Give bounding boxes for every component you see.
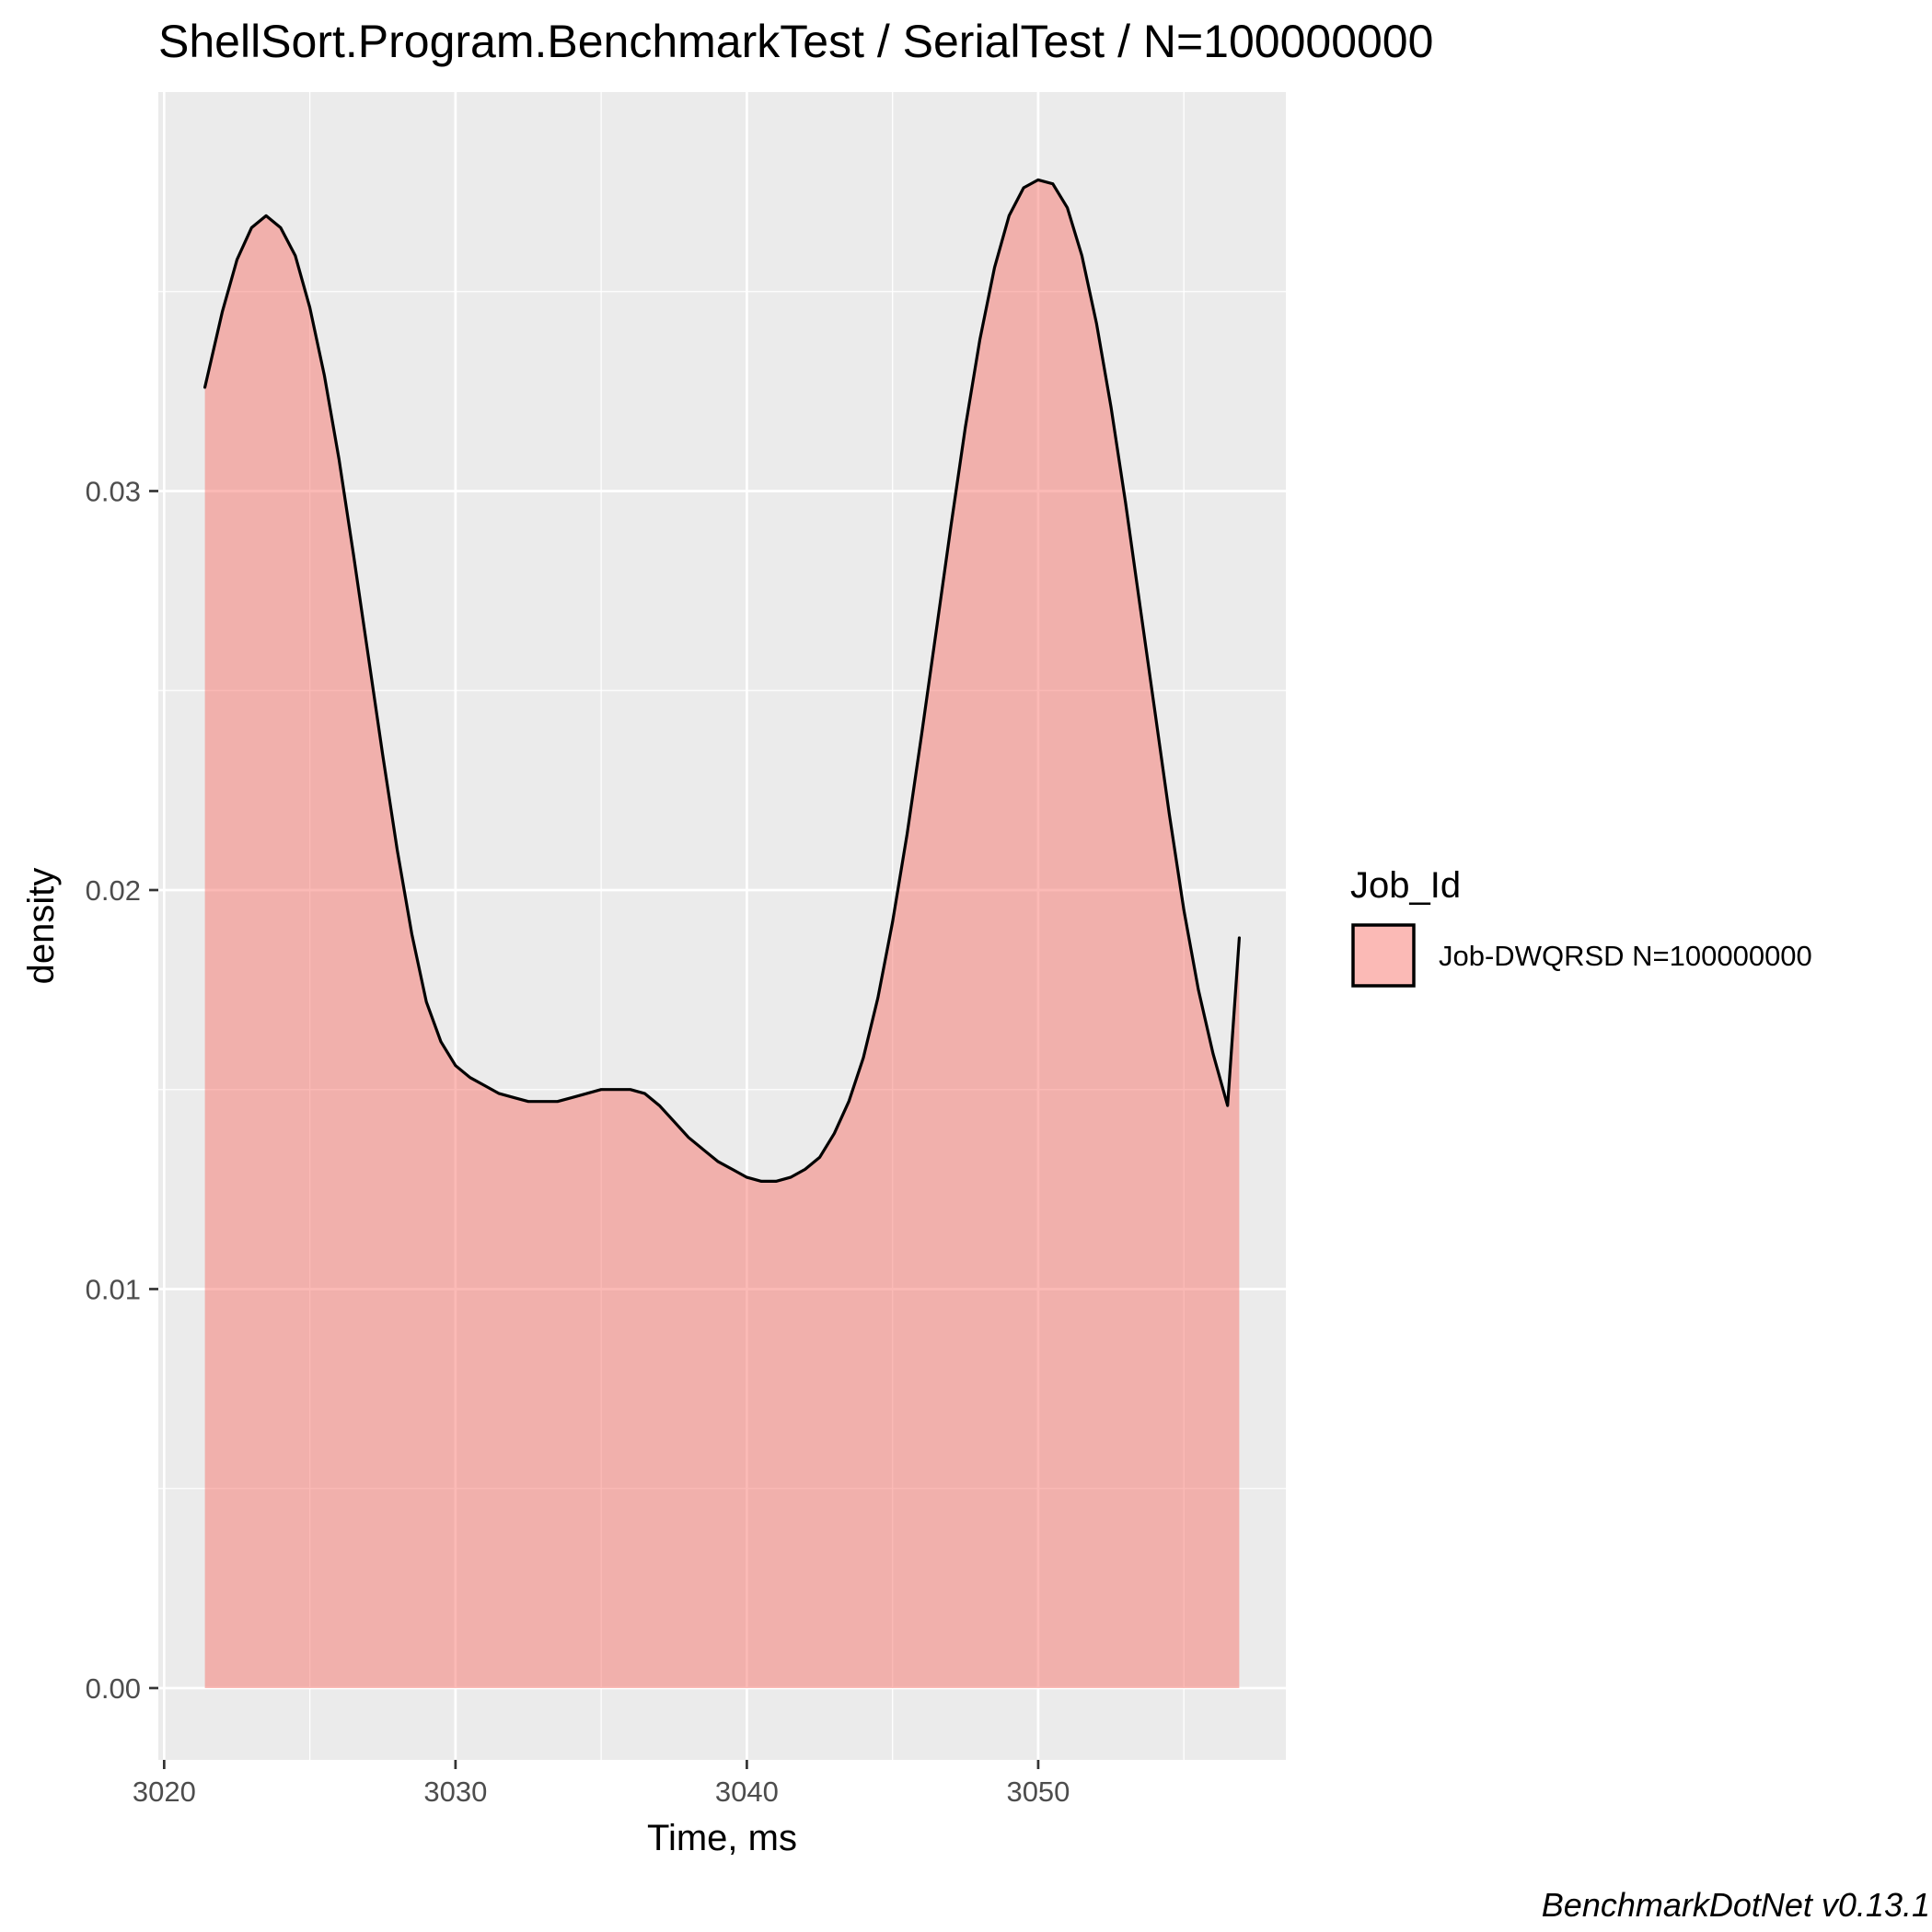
chart-title: ShellSort.Program.BenchmarkTest / Serial… (158, 16, 1433, 67)
caption: BenchmarkDotNet v0.13.1 (1542, 1886, 1930, 1924)
x-tick-label: 3040 (715, 1776, 779, 1808)
x-axis-title: Time, ms (647, 1818, 797, 1858)
x-axis: 3020 3030 3040 3050 (133, 1760, 1070, 1808)
x-tick-label: 3020 (133, 1776, 196, 1808)
x-tick-label: 3030 (423, 1776, 487, 1808)
legend-key (1351, 923, 1416, 988)
y-axis-title: density (21, 868, 62, 985)
x-tick-label: 3050 (1006, 1776, 1070, 1808)
legend-entry-label: Job-DWQRSD N=100000000 (1439, 940, 1812, 972)
y-axis: 0.00 0.01 0.02 0.03 (86, 475, 158, 1705)
y-tick-label: 0.01 (86, 1273, 141, 1305)
density-line-series-0 (203, 178, 1241, 1183)
legend-title: Job_Id (1350, 865, 1461, 906)
y-tick-label: 0.02 (86, 874, 141, 907)
density-area-series-0 (204, 179, 1240, 1688)
y-tick-label: 0.03 (86, 475, 141, 507)
legend: Job_Id Job-DWQRSD N=100000000 (1350, 865, 1812, 988)
density-layer (203, 178, 1241, 1688)
y-tick-label: 0.00 (86, 1672, 141, 1705)
